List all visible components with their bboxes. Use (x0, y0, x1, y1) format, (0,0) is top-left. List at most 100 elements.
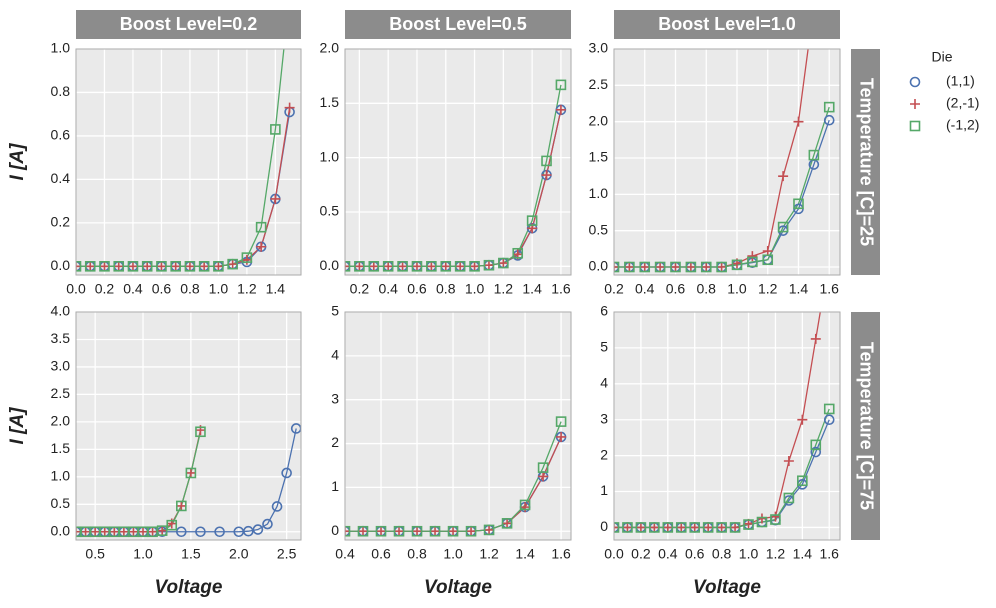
marker (76, 261, 82, 272)
facet-title: Boost Level=0.2 (120, 14, 258, 34)
marker (639, 261, 651, 273)
marker (823, 101, 835, 113)
marker (823, 403, 835, 415)
marker (411, 525, 423, 537)
marker (541, 155, 552, 167)
plot-area (614, 49, 835, 273)
marker (747, 251, 758, 262)
marker (128, 526, 139, 537)
x-tick-label: 0.4 (335, 546, 355, 562)
x-tick-label: 1.0 (739, 546, 759, 562)
marker (127, 261, 139, 272)
marker (195, 526, 206, 538)
x-tick-label: 1.2 (479, 546, 499, 562)
marker (176, 526, 187, 538)
y-tick-label: 0.0 (51, 257, 71, 273)
x-tick-label: 0.0 (604, 546, 624, 562)
marker (270, 124, 281, 135)
facet-title: Boost Level=1.0 (658, 14, 796, 34)
marker (448, 526, 459, 537)
marker (99, 261, 110, 272)
x-axis-label: Voltage (155, 577, 223, 598)
marker (227, 259, 238, 270)
plot-background (76, 312, 301, 540)
marker (909, 76, 921, 88)
marker (808, 149, 820, 161)
marker (383, 261, 394, 272)
marker (700, 261, 712, 273)
marker (345, 261, 350, 272)
y-tick-label: 1.0 (589, 185, 609, 201)
x-tick-label: 0.6 (685, 546, 705, 562)
marker (823, 414, 835, 426)
marker (512, 247, 524, 259)
y-tick-label: 0.5 (589, 221, 609, 237)
marker (368, 261, 379, 272)
y-tick-label: 1.5 (320, 94, 340, 110)
y-tick-label: 3.5 (51, 330, 71, 346)
x-tick-label: 0.8 (407, 546, 427, 562)
row-label-bg (851, 312, 880, 540)
x-tick-label: 0.2 (604, 281, 624, 297)
y-tick-label: 4 (600, 375, 608, 391)
y-tick-label: 1.0 (51, 40, 71, 56)
marker (662, 522, 673, 533)
x-tick-label: 0.2 (350, 281, 370, 297)
marker (649, 522, 660, 533)
marker (156, 261, 167, 272)
y-tick-label: 0.6 (51, 127, 71, 143)
marker (393, 525, 405, 537)
series-line (76, 49, 285, 267)
y-axis-label: I [A] (7, 143, 28, 181)
x-tick-label: 1.0 (465, 281, 485, 297)
y-tick-label: 0.8 (51, 83, 71, 99)
marker (375, 525, 387, 537)
marker (747, 256, 758, 268)
marker (252, 524, 264, 535)
y-tick-label: 4.0 (51, 303, 71, 319)
marker (689, 522, 700, 533)
x-tick-label: 0.6 (371, 546, 391, 562)
marker (271, 501, 283, 512)
marker (614, 522, 619, 533)
x-tick-label: 0.2 (95, 281, 115, 297)
row-label: Temperature [C]=75 (856, 342, 876, 510)
marker (797, 475, 808, 487)
marker (483, 260, 494, 271)
marker (430, 526, 441, 537)
x-tick-label: 0.4 (658, 546, 678, 562)
plot-background (614, 49, 840, 275)
x-tick-label: 0.6 (666, 281, 686, 297)
marker (778, 171, 789, 182)
marker (440, 261, 451, 272)
x-tick-label: 0.8 (436, 281, 456, 297)
marker (227, 258, 238, 270)
x-tick-label: 1.2 (766, 546, 786, 562)
marker (357, 525, 369, 537)
x-tick-label: 1.0 (133, 546, 153, 562)
marker (455, 261, 466, 272)
y-tick-label: 5 (600, 339, 608, 355)
facet-title-bg (345, 10, 571, 39)
plot-area (345, 416, 567, 537)
marker (498, 258, 509, 269)
plot-area (76, 49, 295, 272)
marker (538, 471, 549, 482)
x-tick-label: 0.8 (180, 281, 200, 297)
marker (176, 500, 187, 511)
x-tick-label: 0.4 (123, 281, 143, 297)
x-tick-label: 1.6 (551, 546, 571, 562)
marker (729, 522, 741, 533)
marker (195, 426, 206, 438)
y-tick-label: 0 (600, 518, 608, 534)
y-tick-label: 0.5 (320, 203, 340, 219)
marker (382, 261, 394, 272)
marker (777, 221, 789, 233)
marker (440, 261, 452, 272)
y-tick-label: 0.2 (51, 214, 71, 230)
y-tick-label: 1 (331, 478, 339, 494)
marker (502, 518, 513, 529)
marker (170, 261, 181, 272)
marker (426, 261, 437, 272)
